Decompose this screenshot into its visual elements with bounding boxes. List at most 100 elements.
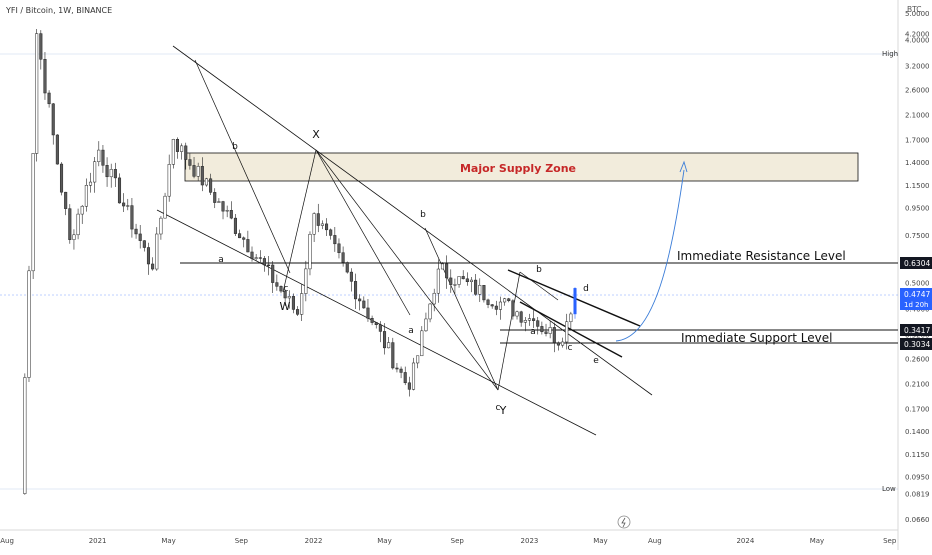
candle-body[interactable] [59,163,64,193]
candle-body[interactable] [159,217,163,235]
candle-body[interactable] [151,263,155,270]
candle-body[interactable] [503,298,507,303]
candle-body[interactable] [113,169,117,179]
candle-body[interactable] [142,240,146,248]
candle-body[interactable] [341,252,345,263]
candle-body[interactable] [246,239,250,253]
trendline-by[interactable] [424,227,499,391]
candle-body[interactable] [519,311,523,323]
candle-body[interactable] [254,257,258,259]
candle-body[interactable] [308,233,312,270]
candle-body[interactable] [184,145,188,160]
candle-body[interactable] [362,300,366,309]
candle-body[interactable] [283,290,287,299]
candle-body[interactable] [109,169,113,178]
candle-body[interactable] [101,149,105,166]
candle-body[interactable] [43,58,47,94]
candle-body[interactable] [72,234,76,240]
candle-body[interactable] [387,342,391,349]
candle-body[interactable] [490,304,494,307]
candle-body[interactable] [233,217,237,234]
candle-body[interactable] [155,233,159,270]
candle-body[interactable] [544,331,548,334]
candle-body[interactable] [407,382,411,390]
candle-body[interactable] [411,362,416,390]
candle-body[interactable] [345,262,349,273]
supply-zone-box[interactable] [184,152,859,182]
candle-body[interactable] [552,327,556,343]
candle-body[interactable] [469,279,474,282]
candle-body[interactable] [507,298,511,302]
candle-body[interactable] [556,342,560,346]
candle-body[interactable] [267,264,271,266]
candle-body[interactable] [449,277,453,285]
trendline-xa[interactable] [315,149,411,316]
candle-body[interactable] [134,228,138,235]
candle-body[interactable] [296,309,300,315]
candle-body[interactable] [511,300,515,317]
candle-body[interactable] [486,299,490,305]
candle-body[interactable] [378,324,382,332]
candle-body[interactable] [55,134,59,165]
candle-body[interactable] [68,208,72,240]
candle-body[interactable] [279,286,283,292]
candle-body[interactable] [192,165,196,177]
candle-body[interactable] [432,292,436,305]
candle-body[interactable] [424,318,428,332]
candle-body[interactable] [209,178,213,193]
candle-body[interactable] [163,195,167,219]
candle-body[interactable] [80,205,84,215]
candle-body[interactable] [27,270,31,378]
candle-body[interactable] [35,33,39,154]
candle-body[interactable] [88,181,93,186]
candle-body[interactable] [84,185,88,207]
candle-body[interactable] [395,367,399,370]
candle-body[interactable] [320,223,324,226]
candle-body[interactable] [428,303,432,320]
candle-body[interactable] [105,165,109,178]
candle-body[interactable] [329,229,333,236]
candle-body[interactable] [399,368,403,373]
candle-body[interactable] [532,318,536,321]
candle-body[interactable] [242,237,246,240]
candle-body[interactable] [358,298,362,302]
candle-body[interactable] [353,281,358,300]
candle-body[interactable] [258,257,262,259]
candle-body[interactable] [403,372,407,384]
candle-body[interactable] [93,161,97,183]
candle-body[interactable] [325,223,329,231]
projection-path[interactable] [615,169,685,342]
candle-body[interactable] [262,258,266,266]
candle-body[interactable] [391,342,395,369]
candle-body[interactable] [138,233,142,241]
candle-body[interactable] [349,271,353,282]
trendline-upper[interactable] [172,45,653,396]
candle-body[interactable] [436,268,440,294]
candle-body[interactable] [366,307,370,319]
candle-body[interactable] [200,166,204,186]
candle-body[interactable] [420,330,424,357]
candle-body[interactable] [416,355,420,364]
candle-body[interactable] [494,305,498,310]
trendline-ab[interactable] [519,271,559,301]
candle-body[interactable] [440,263,445,270]
candle-body[interactable] [225,210,229,212]
candle-body[interactable] [498,301,503,310]
candle-body[interactable] [39,33,43,60]
candle-body[interactable] [515,311,519,317]
candle-body[interactable] [122,202,126,207]
candle-body[interactable] [213,192,217,203]
candle-body[interactable] [291,296,295,310]
candle-body[interactable] [565,321,569,343]
candle-body[interactable] [540,326,544,333]
candle-body[interactable] [117,177,122,204]
candle-body[interactable] [445,263,449,279]
candle-body[interactable] [47,92,51,105]
candle-body[interactable] [188,159,192,166]
candle-body[interactable] [548,327,552,334]
candle-body[interactable] [130,205,134,230]
candle-body[interactable] [275,282,279,287]
candle-body[interactable] [175,139,180,152]
trendline-xy[interactable] [315,149,499,391]
